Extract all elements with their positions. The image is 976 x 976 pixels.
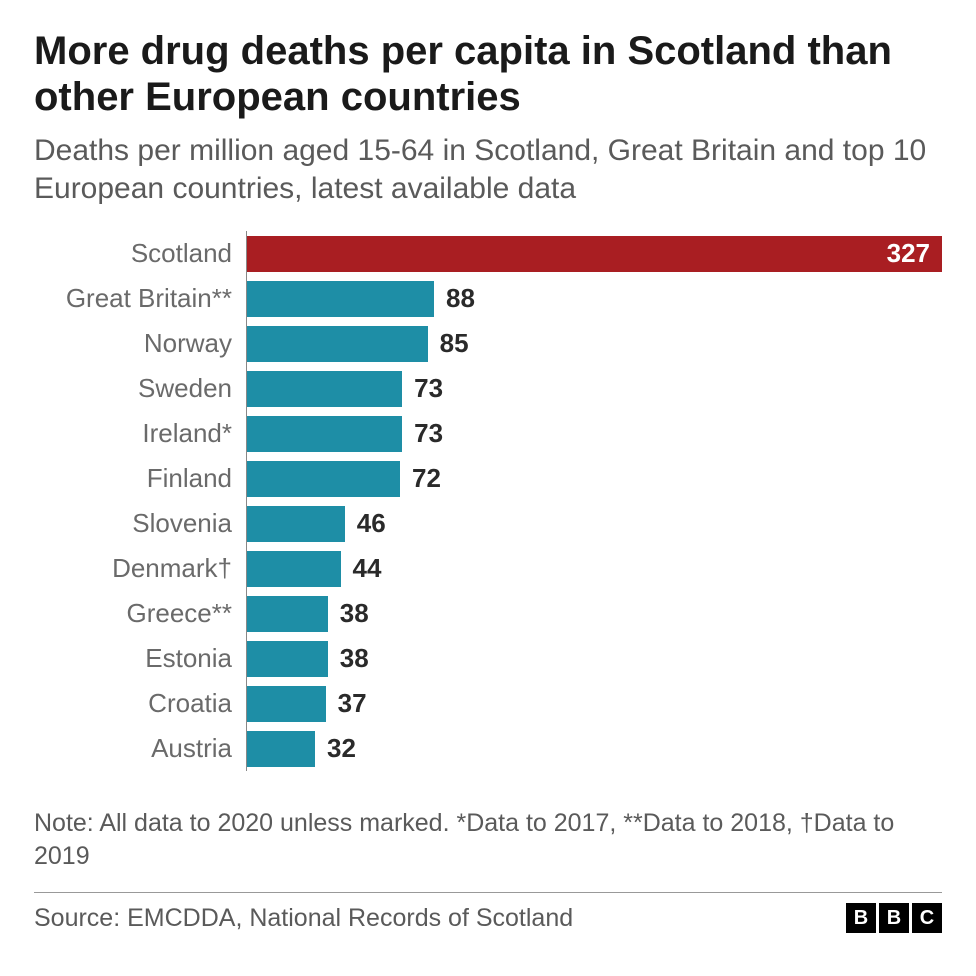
bar — [247, 641, 328, 677]
bar — [247, 731, 315, 767]
bar-area: 44 — [246, 546, 942, 591]
bar-label: Austria — [34, 733, 246, 764]
bar-value: 46 — [357, 508, 386, 539]
bar-label: Scotland — [34, 238, 246, 269]
bar-label: Norway — [34, 328, 246, 359]
bar-value: 85 — [440, 328, 469, 359]
bar-area: 73 — [246, 366, 942, 411]
logo-block: C — [912, 903, 942, 933]
bar-value: 38 — [340, 598, 369, 629]
bar-area: 85 — [246, 321, 942, 366]
bar-row: Finland 72 — [34, 456, 942, 501]
bar — [247, 596, 328, 632]
bar — [247, 371, 402, 407]
bar-row: Austria 32 — [34, 726, 942, 771]
bar-row: Greece** 38 — [34, 591, 942, 636]
bar-row: Ireland* 73 — [34, 411, 942, 456]
chart-footer: Source: EMCDDA, National Records of Scot… — [34, 892, 942, 933]
chart-subtitle: Deaths per million aged 15-64 in Scotlan… — [34, 132, 942, 207]
bar-label: Estonia — [34, 643, 246, 674]
bar-row: Slovenia 46 — [34, 501, 942, 546]
bar-area: 72 — [246, 456, 942, 501]
bar-label: Croatia — [34, 688, 246, 719]
bar-label: Great Britain** — [34, 283, 246, 314]
bar — [247, 281, 434, 317]
bar-row: Norway 85 — [34, 321, 942, 366]
bar-label: Greece** — [34, 598, 246, 629]
bar — [247, 326, 428, 362]
bar-label: Ireland* — [34, 418, 246, 449]
bar-area: 73 — [246, 411, 942, 456]
source-text: Source: EMCDDA, National Records of Scot… — [34, 904, 573, 933]
logo-block: B — [879, 903, 909, 933]
bar-value: 37 — [338, 688, 367, 719]
bar-label: Finland — [34, 463, 246, 494]
bar-row: Scotland 327 — [34, 231, 942, 276]
bbc-logo: BBC — [846, 903, 942, 933]
bar-area: 327 — [246, 231, 942, 276]
bar-value: 88 — [446, 283, 475, 314]
bar-area: 37 — [246, 681, 942, 726]
bar — [247, 686, 326, 722]
bar — [247, 506, 345, 542]
bar-chart: Scotland 327 Great Britain** 88 Norway 85 Swed… — [34, 231, 942, 771]
bar-area: 32 — [246, 726, 942, 771]
bar-area: 38 — [246, 591, 942, 636]
bar-area: 88 — [246, 276, 942, 321]
bar-label: Sweden — [34, 373, 246, 404]
bar-row: Denmark† 44 — [34, 546, 942, 591]
bar-row: Croatia 37 — [34, 681, 942, 726]
bar-row: Estonia 38 — [34, 636, 942, 681]
bar-row: Great Britain** 88 — [34, 276, 942, 321]
bar — [247, 236, 942, 272]
bar-value: 38 — [340, 643, 369, 674]
bar-label: Slovenia — [34, 508, 246, 539]
bar-value: 72 — [412, 463, 441, 494]
bar-area: 38 — [246, 636, 942, 681]
logo-block: B — [846, 903, 876, 933]
chart-title: More drug deaths per capita in Scotland … — [34, 28, 942, 120]
bar-value: 44 — [353, 553, 382, 584]
bar-value: 32 — [327, 733, 356, 764]
bar-area: 46 — [246, 501, 942, 546]
bar — [247, 416, 402, 452]
bar — [247, 461, 400, 497]
bar-value: 73 — [414, 418, 443, 449]
bar-row: Sweden 73 — [34, 366, 942, 411]
chart-note: Note: All data to 2020 unless marked. *D… — [34, 791, 942, 872]
bar — [247, 551, 341, 587]
bar-value: 327 — [887, 238, 930, 269]
bar-value: 73 — [414, 373, 443, 404]
bar-label: Denmark† — [34, 553, 246, 584]
